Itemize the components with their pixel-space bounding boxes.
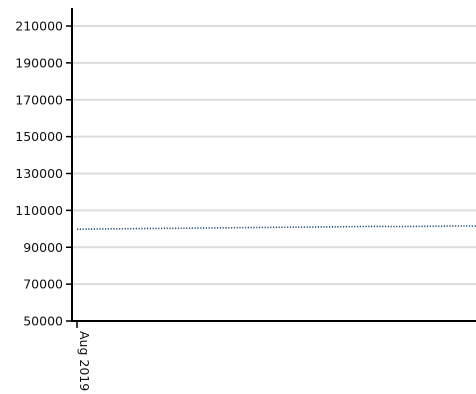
y-tick-label: 90000 bbox=[23, 240, 63, 255]
series-layer bbox=[76, 225, 476, 230]
y-tick-label: 150000 bbox=[15, 129, 63, 144]
y-tick-label: 110000 bbox=[15, 203, 63, 218]
x-tick-label: Aug 2019 bbox=[77, 331, 92, 391]
y-tick-label: 170000 bbox=[15, 92, 63, 107]
y-tick-label: 50000 bbox=[23, 314, 63, 329]
y-tick-label: 190000 bbox=[15, 55, 63, 70]
grid-lines bbox=[72, 25, 476, 286]
y-tick-label: 130000 bbox=[15, 166, 63, 181]
series-line bbox=[76, 225, 476, 230]
y-tick-label: 70000 bbox=[23, 277, 63, 292]
y-axis-ticks: 210000 190000 170000 150000 130000 110000 9000… bbox=[15, 19, 72, 329]
y-tick-label: 210000 bbox=[15, 19, 63, 34]
x-axis-ticks: Aug 2019 bbox=[76, 321, 92, 391]
